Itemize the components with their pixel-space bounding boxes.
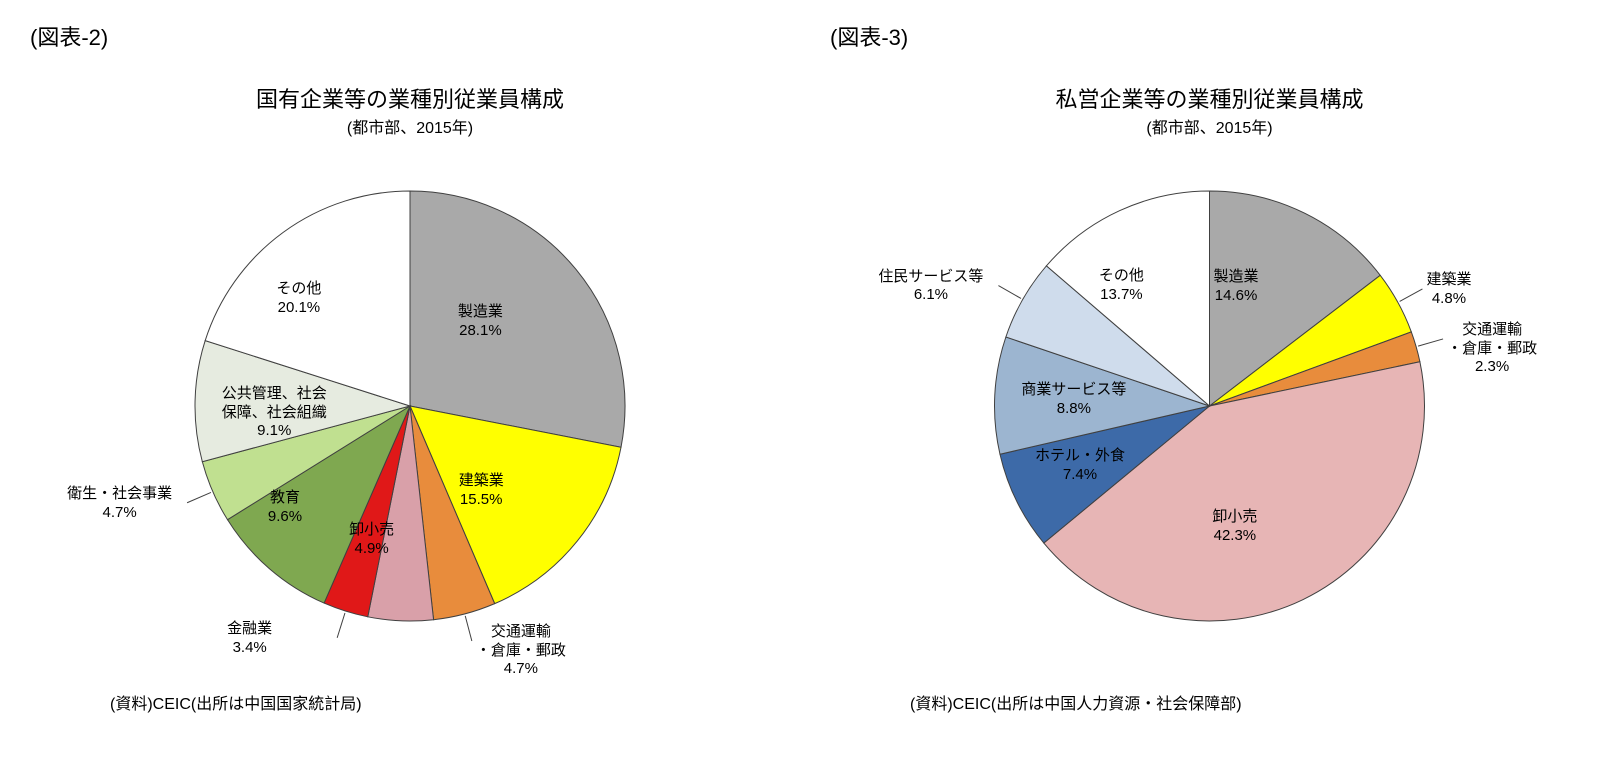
pie-chart-right: 製造業14.6% 建築業4.8% 交通運輸・倉庫・郵政2.3% 卸小売42.3% ホテル… [830,146,1589,686]
slice-label: 公共管理、社会保障、社会組織9.1% [222,385,327,441]
slice-label: 交通運輸・倉庫・郵政2.3% [1447,321,1537,377]
pie-slice [410,191,625,447]
slice-label: 建築業15.5% [459,472,504,510]
slice-label: 卸小売4.9% [349,521,394,559]
slice-label: 製造業14.6% [1214,268,1259,306]
slice-label: 金融業3.4% [227,620,272,658]
chart-left: (図表-2) 国有企業等の業種別従業員構成 (都市部、2015年) 製造業28.… [30,20,790,714]
slice-label: ホテル・外食7.4% [1035,447,1125,485]
source-right: (資料)CEIC(出所は中国人力資源・社会保障部) [910,690,1589,714]
chart-subtitle-left: (都市部、2015年) [30,114,790,138]
pie-chart-left: 製造業28.1% 建築業15.5% 交通運輸・倉庫・郵政4.7% 卸小売4.9% 金融業… [30,146,790,686]
slice-label: 教育9.6% [268,489,302,527]
chart-subtitle-right: (都市部、2015年) [830,114,1589,138]
slice-label: 卸小売42.3% [1212,508,1257,546]
source-left: (資料)CEIC(出所は中国国家統計局) [110,690,790,714]
slice-label: 衛生・社会事業4.7% [67,485,172,523]
slice-label: 交通運輸・倉庫・郵政4.7% [476,623,566,679]
chart-title-left: 国有企業等の業種別従業員構成 [30,82,790,114]
slice-label: その他20.1% [276,280,321,318]
charts-row: (図表-2) 国有企業等の業種別従業員構成 (都市部、2015年) 製造業28.… [30,20,1589,714]
chart-right: (図表-3) 私営企業等の業種別従業員構成 (都市部、2015年) 製造業14.… [830,20,1589,714]
slice-label: 製造業28.1% [458,303,503,341]
slice-label: その他13.7% [1099,267,1144,305]
slice-label: 建築業4.8% [1426,271,1471,309]
fig-label-right: (図表-3) [830,20,1589,52]
slice-label: 商業サービス等8.8% [1021,381,1126,419]
chart-title-right: 私営企業等の業種別従業員構成 [830,82,1589,114]
fig-label-left: (図表-2) [30,20,790,52]
slice-label: 住民サービス等6.1% [878,268,983,306]
